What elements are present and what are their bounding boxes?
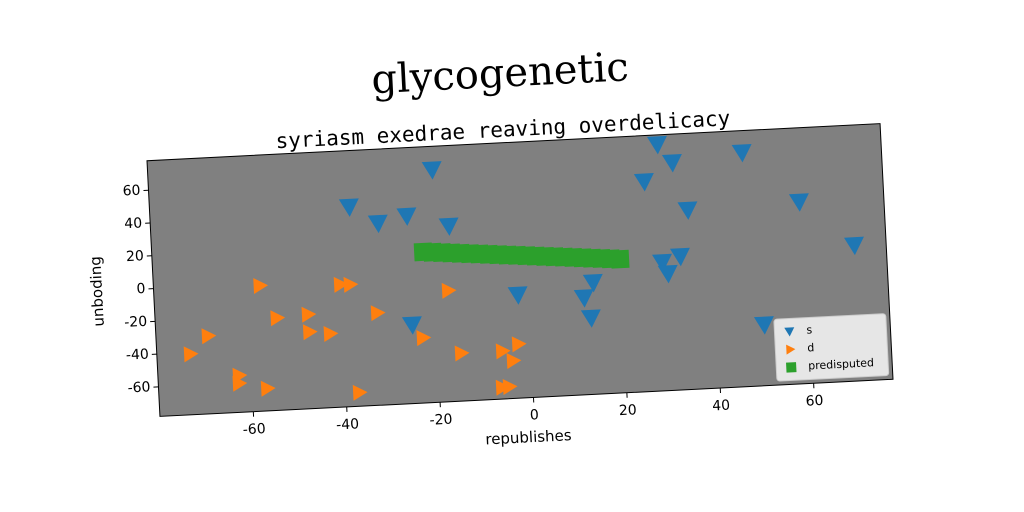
- legend-marker: [786, 344, 796, 355]
- point: [401, 316, 422, 335]
- point: [506, 353, 522, 370]
- point: [333, 276, 349, 293]
- point: [502, 379, 518, 396]
- x-tick-label: -40: [336, 416, 360, 433]
- point: [441, 282, 457, 299]
- point: [367, 214, 388, 234]
- legend-marker: [784, 327, 795, 337]
- point: [201, 328, 217, 345]
- x-axis-label: republishes: [485, 426, 572, 448]
- point: [580, 309, 601, 328]
- y-tick-label: -60: [127, 379, 151, 396]
- point: [495, 379, 511, 396]
- point: [370, 305, 386, 322]
- point: [582, 273, 603, 293]
- point: [352, 384, 368, 401]
- point: [651, 253, 672, 273]
- x-tick-label: -20: [429, 412, 453, 429]
- point: [610, 249, 630, 269]
- y-tick-label: -20: [124, 314, 148, 331]
- x-tick-label: 40: [712, 398, 731, 415]
- point: [396, 207, 417, 226]
- point: [454, 345, 470, 362]
- y-axis-label: unboding: [86, 256, 108, 327]
- point: [753, 316, 774, 335]
- point: [669, 247, 690, 267]
- legend-label: s: [806, 323, 813, 336]
- legend-label: predisputed: [808, 356, 874, 372]
- x-tick-label: 0: [530, 407, 540, 423]
- y-tick-label: 40: [124, 215, 143, 232]
- point: [731, 143, 752, 163]
- point: [788, 193, 809, 212]
- chart-body: glycogenetic syriasm exedrae reaving ove…: [86, 44, 894, 448]
- x-tick-label: 20: [618, 402, 637, 419]
- point: [232, 375, 248, 392]
- y-tick-label: 60: [122, 183, 141, 200]
- point: [633, 173, 654, 192]
- point: [301, 306, 317, 323]
- point: [646, 135, 667, 155]
- chart-title: glycogenetic: [370, 44, 629, 103]
- point: [270, 310, 286, 327]
- point: [416, 330, 432, 347]
- point: [343, 276, 359, 293]
- point: [511, 336, 527, 353]
- legend-marker: [786, 362, 797, 373]
- point: [573, 289, 594, 308]
- y-tick-label: 20: [126, 248, 145, 265]
- point: [260, 380, 276, 397]
- point: [302, 324, 318, 341]
- point: [338, 198, 359, 217]
- x-tick-label: -60: [242, 421, 266, 438]
- point: [661, 154, 682, 173]
- point: [657, 264, 678, 284]
- point: [495, 343, 511, 360]
- point: [438, 217, 459, 236]
- x-tick-label: 60: [805, 393, 824, 410]
- legend-label: d: [807, 341, 815, 354]
- point: [421, 161, 442, 180]
- y-tick-label: -40: [126, 347, 150, 364]
- legend-box: [773, 313, 890, 382]
- point: [507, 286, 528, 305]
- point: [323, 325, 339, 342]
- point: [677, 201, 698, 220]
- point: [253, 277, 269, 294]
- point: [843, 236, 864, 256]
- y-tick-label: 0: [136, 281, 146, 297]
- point: [183, 346, 199, 363]
